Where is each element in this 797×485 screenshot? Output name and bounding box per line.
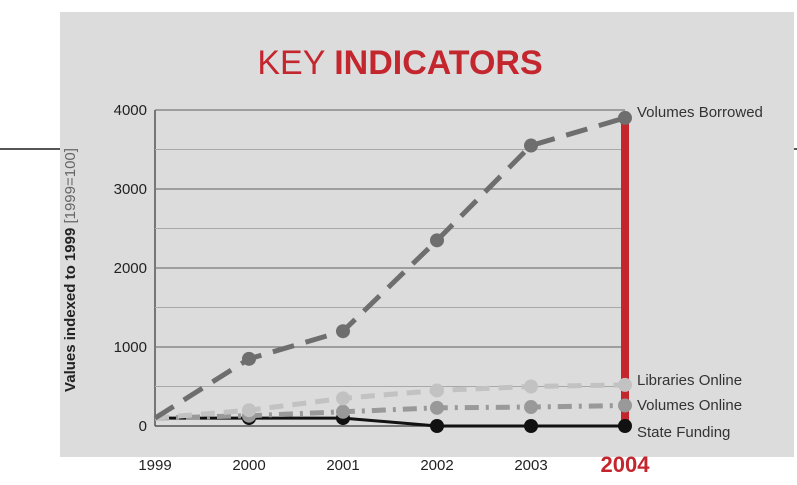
series-marker <box>524 419 538 433</box>
series-lines <box>153 110 632 433</box>
series-marker <box>618 110 632 125</box>
series-label: Volumes Online <box>637 397 742 414</box>
series-label: State Funding <box>637 424 730 441</box>
series-marker <box>524 138 538 153</box>
series-marker <box>430 233 444 248</box>
series-marker <box>430 419 444 433</box>
series-line <box>155 416 625 428</box>
left-rule <box>0 148 60 150</box>
series-marker <box>524 400 538 415</box>
series-labels: Volumes Borrowed Libraries Online Volumes … <box>637 104 763 441</box>
chart-panel <box>60 12 794 457</box>
series-marker <box>336 324 350 339</box>
x-tick-label: 2001 <box>326 457 359 474</box>
series-marker <box>618 377 632 392</box>
x-tick-label: 2000 <box>232 457 265 474</box>
series-line <box>154 382 626 421</box>
series-label: Libraries Online <box>637 372 742 389</box>
chart-title: KEY INDICATORS <box>257 44 542 82</box>
y-tick-labels: 0 1000 2000 3000 4000 <box>114 102 147 435</box>
y-axis-label-main: Values indexed to 1999 <box>62 224 79 392</box>
series-marker <box>336 391 350 406</box>
y-tick-label: 1000 <box>114 339 147 356</box>
y-tick-label: 0 <box>139 418 147 435</box>
series-marker <box>430 400 444 415</box>
series-marker <box>336 404 350 419</box>
y-tick-label: 2000 <box>114 260 147 277</box>
right-rule <box>794 148 797 150</box>
y-axis-label-note: [1999=100] <box>62 148 79 224</box>
y-axis-label: Values indexed to 1999 [1999=100] <box>62 148 79 392</box>
series-line <box>153 115 626 421</box>
y-tick-label: 3000 <box>114 181 147 198</box>
x-tick-label-highlight: 2004 <box>601 452 651 477</box>
series-marker <box>242 351 256 366</box>
chart-title-part2: INDICATORS <box>334 44 542 82</box>
series-marker <box>524 379 538 394</box>
x-tick-label: 1999 <box>138 457 171 474</box>
series-marker <box>242 403 256 418</box>
x-tick-labels: 1999 2000 2001 2002 2003 2004 <box>138 452 650 477</box>
series-marker <box>430 383 444 398</box>
x-tick-label: 2002 <box>420 457 453 474</box>
series-label: Volumes Borrowed <box>637 104 763 121</box>
y-tick-label: 4000 <box>114 102 147 119</box>
series-marker <box>618 398 632 413</box>
grid <box>154 109 625 427</box>
x-tick-label: 2003 <box>514 457 547 474</box>
series-marker <box>618 419 632 433</box>
chart-title-part1: KEY <box>257 44 334 82</box>
